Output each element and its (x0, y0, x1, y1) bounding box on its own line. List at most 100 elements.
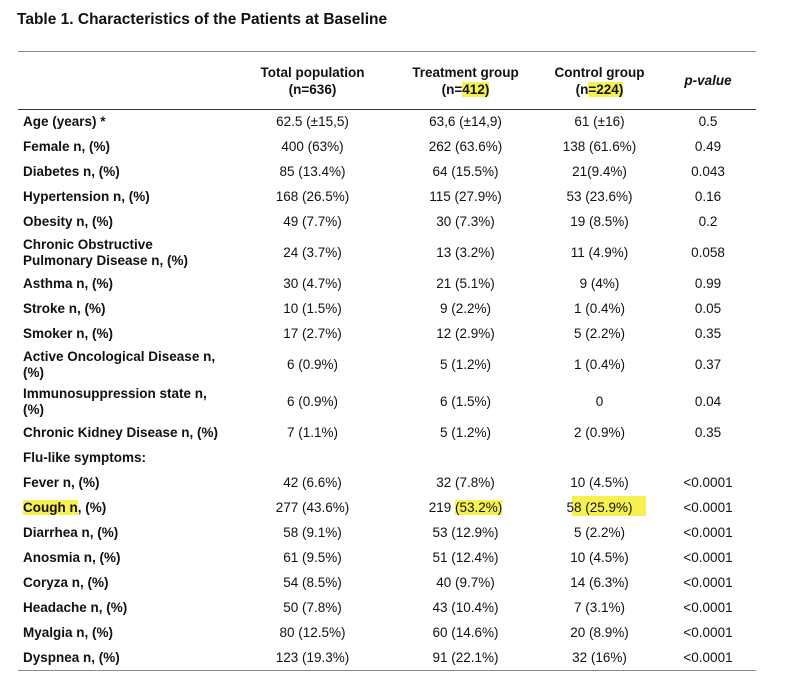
row-label: Hypertension n, (%) (23, 189, 150, 204)
baseline-characteristics-table: Total population (n=636) Treatment group(… (18, 51, 756, 671)
cell-total: 62.5 (±15,5) (276, 114, 349, 130)
highlighted-value: (25.9%) (585, 500, 633, 515)
cell-control: 1 (0.4%) (573, 357, 626, 372)
row-label: Female n, (%) (23, 139, 111, 154)
table-row: Stroke n, (%) 10 (1.5%) 9 (2.2%) 1 (0.4%… (18, 297, 756, 322)
cell-control: 14 (6.3%) (570, 575, 629, 590)
cell-total: 24 (3.7%) (283, 245, 342, 260)
row-label: Myalgia n, (%) (23, 625, 114, 640)
cell-p-value: 0.49 (694, 139, 722, 154)
cell-treatment: 262 (63.6%) (428, 139, 503, 154)
cell-p-value: 0.04 (694, 394, 722, 409)
cell-p-value: 0.2 (698, 214, 718, 229)
cell-treatment: 51 (12.4%) (432, 550, 499, 565)
row-label: Active Oncological Disease n, (%) (23, 349, 216, 380)
cell-p-value: <0.0001 (683, 500, 733, 515)
highlighted-value: (53.2%) (455, 500, 503, 515)
cell-treatment: 91 (22.1%) (432, 649, 499, 665)
cell-total: 6 (0.9%) (286, 357, 339, 372)
cell-control: 9 (4%) (579, 276, 620, 291)
table-row: Anosmia n, (%) 61 (9.5%) 51 (12.4%) 10 (… (18, 546, 756, 571)
cell-treatment: 12 (2.9%) (436, 326, 495, 341)
table-row: Diabetes n, (%) 85 (13.4%) 64 (15.5%) 21… (18, 160, 756, 185)
row-label: Diarrhea n, (%) (23, 525, 119, 540)
table-row: Fever n, (%) 42 (6.6%) 32 (7.8%) 10 (4.5… (18, 471, 756, 496)
cell-p-value: 0.16 (694, 189, 722, 204)
cell-control: 61 (±16) (574, 114, 625, 130)
cell-control: 5 (2.2%) (573, 326, 626, 341)
row-label: Fever n, (%) (23, 475, 100, 490)
table-row-highlighted: Cough n, (%) 277 (43.6%) 219 (53.2%) 58 … (18, 496, 756, 521)
header-row: Total population (n=636) Treatment group(… (18, 51, 756, 110)
cell-treatment: 63,6 (±14,9) (429, 114, 502, 130)
cell-control: 53 (23.6%) (566, 189, 633, 204)
row-label: Stroke n, (%) (23, 301, 106, 316)
cell-total: 49 (7.7%) (283, 214, 342, 229)
cell-control: 19 (8.5%) (570, 214, 629, 229)
cell-p-value: 0.058 (691, 245, 725, 260)
row-label: Chronic Obstructive Pulmonary Disease n, … (23, 237, 189, 268)
table-row: Active Oncological Disease n, (%) 6 (0.9%… (18, 347, 756, 384)
cell-total: 54 (8.5%) (283, 575, 342, 590)
header-label-cell (18, 52, 233, 110)
header-control-group: Control group (n=224) (554, 64, 645, 97)
row-label: Dyspnea n, (%) (23, 649, 120, 665)
table-row: Diarrhea n, (%) 58 (9.1%) 53 (12.9%) 5 (… (18, 521, 756, 546)
cell-control: 5 (2.2%) (573, 525, 626, 540)
cell-p-value: <0.0001 (683, 550, 733, 565)
row-label: Coryza n, (%) (23, 575, 109, 590)
cell-control: 7 (3.1%) (573, 600, 626, 615)
row-label: Anosmia n, (%) (23, 550, 121, 565)
highlighted-label: Cough n (23, 500, 78, 515)
cell-control: 10 (4.5%) (570, 475, 629, 490)
cell-treatment: 5 (1.2%) (439, 425, 492, 440)
cell-total: 42 (6.6%) (283, 475, 342, 490)
cell-control: 2 (0.9%) (573, 425, 626, 440)
cell-treatment: 32 (7.8%) (436, 475, 495, 490)
table-row: Coryza n, (%) 54 (8.5%) 40 (9.7%) 14 (6.… (18, 571, 756, 596)
cell-p-value: 0.5 (698, 114, 718, 130)
table-row: Chronic Obstructive Pulmonary Disease n, … (18, 235, 756, 272)
table-row: Age (years) * 62.5 (±15,5) 63,6 (±14,9) … (18, 110, 756, 135)
header-treatment-group: Treatment group (n=412) (412, 64, 519, 97)
cell-treatment: 64 (15.5%) (432, 164, 499, 179)
cell-treatment: 40 (9.7%) (436, 575, 495, 590)
row-label: Headache n, (%) (23, 600, 128, 615)
cell-control: 32 (16%) (572, 649, 627, 665)
row-label: Smoker n, (%) (23, 326, 114, 341)
cell-p-value: 0.35 (694, 326, 722, 341)
cell-treatment: 9 (2.2%) (439, 301, 492, 316)
cell-p-value: 0.35 (694, 425, 722, 440)
cell-control: 10 (4.5%) (570, 550, 629, 565)
table-row: Smoker n, (%) 17 (2.7%) 12 (2.9%) 5 (2.2… (18, 322, 756, 347)
table-row: Dyspnea n, (%) 123 (19.3%) 91 (22.1%) 32… (18, 646, 756, 671)
cell-control: 21(9.4%) (572, 164, 627, 179)
cell-total: 80 (12.5%) (279, 625, 346, 640)
cell-treatment: 53 (12.9%) (432, 525, 499, 540)
cell-total: 168 (26.5%) (275, 189, 350, 204)
cell-treatment: 219 (53.2%) (428, 500, 503, 515)
cell-total: 400 (63%) (281, 139, 344, 154)
row-label: Diabetes n, (%) (23, 164, 120, 179)
highlight-mark (572, 496, 646, 516)
cell-total: 58 (9.1%) (283, 525, 342, 540)
table-row: Hypertension n, (%) 168 (26.5%) 115 (27.… (18, 185, 756, 210)
cell-p-value: 0.99 (694, 276, 722, 291)
table-row: Chronic Kidney Disease n, (%) 7 (1.1%) 5… (18, 421, 756, 446)
cell-p-value: 0.37 (694, 357, 722, 372)
row-label: Immunosuppression state n, (%) (23, 386, 207, 417)
table-row: Obesity n, (%) 49 (7.7%) 30 (7.3%) 19 (8… (18, 210, 756, 235)
cell-treatment: 30 (7.3%) (436, 214, 495, 229)
cell-treatment: 115 (27.9%) (429, 189, 502, 204)
cell-p-value: 0.05 (694, 301, 722, 316)
cell-control: 58 (25.9%) (566, 500, 633, 515)
table-row: Myalgia n, (%) 80 (12.5%) 60 (14.6%) 20 … (18, 621, 756, 646)
header-p-value: p-value (684, 73, 732, 88)
highlighted-n: 412 (462, 81, 485, 97)
cell-control: 0 (595, 394, 604, 409)
cell-total: 30 (4.7%) (283, 276, 342, 291)
cell-p-value: <0.0001 (683, 525, 733, 540)
cell-total: 277 (43.6%) (275, 500, 350, 515)
cell-total: 10 (1.5%) (283, 301, 342, 316)
table-row: Asthma n, (%) 30 (4.7%) 21 (5.1%) 9 (4%)… (18, 272, 756, 297)
